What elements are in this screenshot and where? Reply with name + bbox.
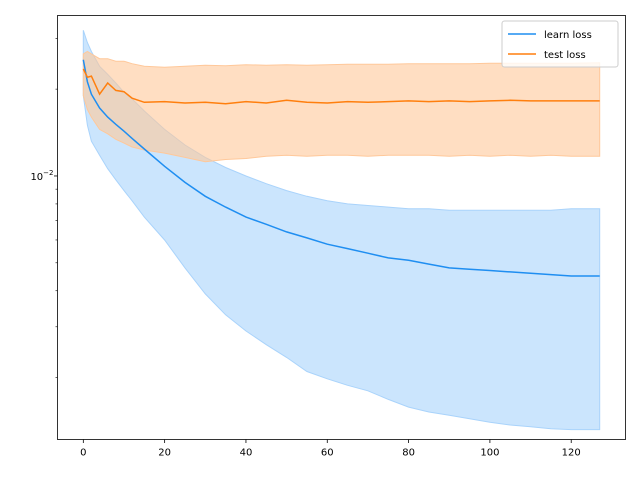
x-tick-label: 100 [480, 448, 499, 459]
y-axis: 10−2 [30, 38, 58, 378]
legend: learn loss test loss [501, 20, 619, 68]
confidence-bands [82, 30, 601, 431]
x-tick-label: 120 [562, 448, 581, 459]
test-loss-line [82, 68, 600, 105]
y-tick-label: 10−2 [30, 169, 53, 183]
x-tick-label: 80 [402, 448, 415, 459]
x-tick-label: 60 [321, 448, 334, 459]
x-tick-label: 20 [158, 448, 171, 459]
series-lines [82, 59, 600, 277]
x-axis: 0 20 40 60 80 100 120 [80, 439, 581, 459]
test-legend-label: test loss [544, 50, 586, 61]
x-tick-label: 0 [80, 448, 86, 459]
x-tick-label: 40 [240, 448, 253, 459]
plot-area-frame [57, 15, 626, 440]
legend-box [501, 20, 619, 68]
test-loss-band [82, 50, 601, 163]
learn-legend-label: learn loss [544, 30, 592, 41]
learn-loss-line [82, 59, 600, 277]
